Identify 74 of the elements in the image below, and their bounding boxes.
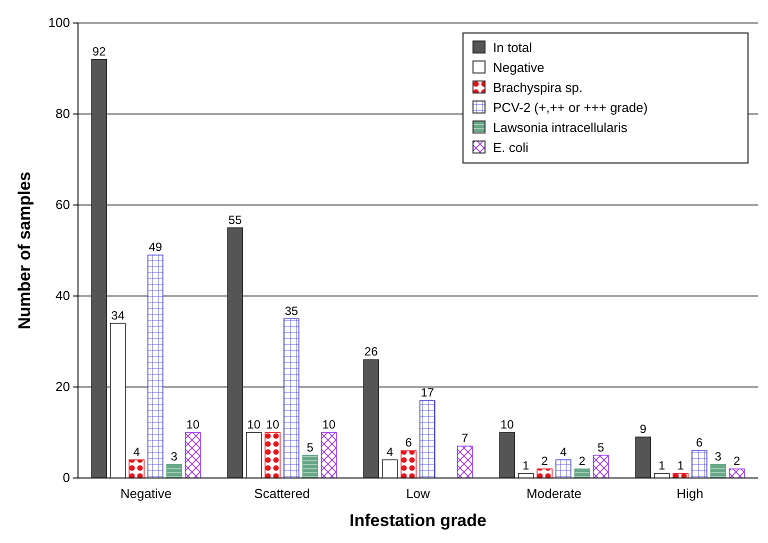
bar — [635, 436, 652, 478]
y-tick-label: 20 — [56, 379, 70, 394]
data-label: 26 — [364, 344, 378, 359]
bar — [536, 468, 553, 478]
y-axis-title: Number of samples — [15, 172, 34, 330]
bar — [128, 459, 145, 478]
legend-label: E. coli — [493, 140, 529, 155]
data-label: 49 — [148, 240, 162, 254]
data-label: 3 — [170, 449, 178, 464]
legend-label: In total — [493, 40, 532, 55]
x-tick-label: Scattered — [254, 486, 310, 501]
data-label: 4 — [560, 444, 568, 459]
data-label: 2 — [578, 454, 586, 468]
bar — [555, 459, 572, 478]
data-label: 6 — [405, 436, 412, 450]
y-tick-label: 60 — [56, 197, 70, 212]
bar — [91, 59, 108, 478]
y-tick-label: 0 — [62, 470, 70, 485]
bar — [302, 454, 318, 478]
data-label: 6 — [696, 436, 704, 450]
x-tick-label: Negative — [120, 486, 172, 501]
bar — [382, 459, 398, 478]
data-label: 35 — [284, 304, 298, 318]
bar — [110, 322, 126, 478]
x-tick-label: Low — [406, 486, 431, 501]
y-tick-label: 40 — [56, 288, 70, 303]
bar — [166, 464, 182, 478]
bar — [184, 432, 201, 478]
x-tick-label: High — [676, 486, 704, 501]
bar — [574, 468, 590, 478]
legend-label: Brachyspira sp. — [493, 80, 583, 95]
data-label: 10 — [186, 418, 200, 432]
x-tick-label: Moderate — [526, 486, 582, 501]
bar — [363, 359, 380, 478]
x-axis-title: Infestation grade — [350, 511, 486, 530]
y-tick-label: 80 — [56, 106, 70, 121]
legend-label: Negative — [493, 60, 544, 75]
bar — [147, 254, 164, 478]
data-label: 55 — [228, 212, 242, 227]
bar — [227, 227, 244, 478]
data-label: 4 — [133, 444, 140, 459]
data-label: 4 — [386, 444, 394, 459]
bar — [246, 432, 262, 478]
bar — [264, 432, 281, 478]
bar — [400, 450, 417, 478]
y-tick-label: 100 — [48, 15, 70, 30]
data-label: 34 — [111, 308, 125, 322]
data-label: 1 — [658, 458, 666, 472]
data-label: 5 — [598, 440, 605, 454]
data-label: 7 — [462, 431, 469, 446]
data-label: 10 — [266, 418, 280, 432]
data-label: 9 — [640, 422, 647, 436]
data-label: 10 — [322, 418, 336, 432]
data-label: 5 — [306, 440, 314, 454]
bar — [710, 464, 726, 478]
bar — [320, 432, 337, 478]
data-label: 1 — [677, 458, 684, 472]
data-label: 17 — [420, 386, 434, 400]
legend-label: Lawsonia intracellularis — [493, 120, 628, 135]
data-label: 10 — [247, 418, 261, 432]
bar — [419, 400, 436, 478]
data-label: 2 — [734, 454, 741, 468]
data-label: 92 — [92, 44, 106, 58]
data-label: 3 — [714, 449, 722, 464]
data-label: 10 — [500, 418, 514, 432]
legend-label: PCV-2 (+,++ or +++ grade) — [493, 100, 648, 115]
bar — [499, 432, 516, 478]
bar — [456, 446, 473, 478]
bar — [691, 450, 708, 478]
data-label: 1 — [522, 458, 530, 472]
data-label: 2 — [541, 454, 548, 468]
bar — [728, 468, 745, 478]
bar — [592, 454, 609, 478]
bar — [283, 318, 300, 478]
